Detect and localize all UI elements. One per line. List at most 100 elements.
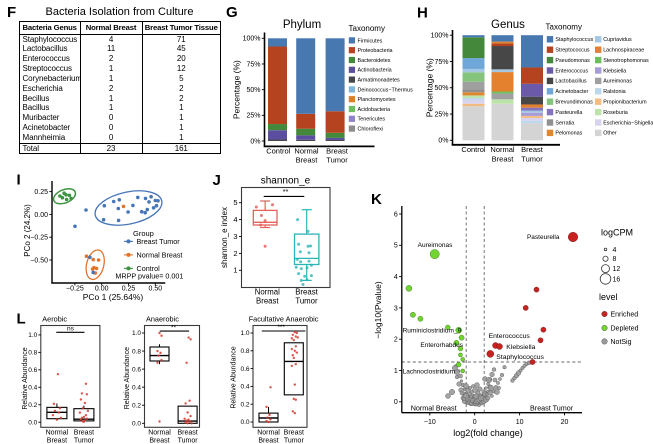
svg-text:I: I [17, 172, 21, 189]
svg-text:Klebsiella: Klebsiella [506, 344, 535, 351]
svg-text:Enriched: Enriched [611, 311, 639, 318]
svg-text:12: 12 [613, 266, 621, 273]
svg-text:Tumor: Tumor [284, 437, 305, 444]
svg-text:Normal: Normal [294, 147, 319, 156]
svg-text:Breast Tumor: Breast Tumor [530, 404, 574, 413]
svg-text:5: 5 [233, 198, 237, 207]
svg-text:0: 0 [473, 419, 477, 426]
svg-text:0.25: 0.25 [122, 286, 136, 293]
svg-text:0.25: 0.25 [34, 189, 48, 196]
svg-text:Propionibacterium: Propionibacterium [603, 100, 647, 106]
svg-text:0.2: 0.2 [132, 402, 141, 409]
svg-text:Breast: Breast [177, 429, 197, 436]
svg-text:Pseudomonas: Pseudomonas [555, 58, 590, 64]
svg-text:**: ** [171, 324, 177, 331]
svg-text:Breast: Breast [296, 156, 319, 165]
svg-text:Serratia: Serratia [555, 120, 574, 126]
svg-text:Lactobacillus: Lactobacillus [555, 79, 586, 85]
svg-text:0%: 0% [250, 138, 260, 145]
svg-text:0%: 0% [438, 138, 448, 145]
svg-text:Enterorhabdus: Enterorhabdus [420, 342, 463, 349]
svg-text:1.0: 1.0 [28, 332, 37, 339]
svg-text:H: H [417, 5, 428, 22]
svg-text:Relative Abundance: Relative Abundance [231, 346, 238, 408]
svg-text:Depleted: Depleted [611, 325, 639, 332]
svg-text:Taxonomy: Taxonomy [349, 24, 385, 33]
svg-text:Tumor: Tumor [74, 437, 95, 444]
svg-text:Armatimonadetes: Armatimonadetes [358, 78, 401, 84]
svg-text:log2(fold change): log2(fold change) [453, 428, 523, 438]
svg-text:Pasteurella: Pasteurella [555, 110, 582, 116]
svg-text:level: level [599, 292, 618, 302]
svg-text:Breast: Breast [256, 296, 279, 305]
svg-text:Ralstonia: Ralstonia [603, 89, 625, 95]
svg-text:Breast: Breast [492, 155, 515, 164]
svg-text:0.8: 0.8 [132, 348, 141, 355]
svg-text:4: 4 [394, 274, 398, 281]
svg-text:0.4: 0.4 [240, 384, 249, 391]
svg-text:0.4: 0.4 [28, 384, 37, 391]
svg-text:Relative Abundance: Relative Abundance [22, 347, 29, 409]
svg-text:0.50: 0.50 [148, 286, 162, 293]
svg-text:Percentage (%): Percentage (%) [232, 60, 242, 119]
svg-text:Group: Group [133, 229, 154, 238]
svg-text:Actinobacteria: Actinobacteria [358, 68, 392, 74]
svg-text:Taxonomy: Taxonomy [546, 23, 582, 32]
svg-text:Phylum: Phylum [283, 19, 321, 31]
svg-text:Streptococcus: Streptococcus [555, 48, 589, 54]
svg-text:Aureimonas: Aureimonas [603, 79, 632, 85]
svg-text:Genus: Genus [491, 19, 525, 31]
svg-text:10: 10 [516, 419, 524, 426]
svg-text:0.00: 0.00 [34, 212, 48, 219]
svg-text:0.2: 0.2 [240, 401, 249, 408]
svg-text:Anaerobic: Anaerobic [146, 314, 179, 323]
svg-text:Chloroflexi: Chloroflexi [358, 127, 383, 133]
svg-text:0.6: 0.6 [132, 366, 141, 373]
svg-text:Breast: Breast [149, 437, 169, 444]
svg-text:Tumor: Tumor [326, 156, 348, 165]
svg-text:Normal Breast: Normal Breast [137, 250, 183, 259]
svg-text:L: L [17, 311, 26, 328]
svg-text:50%: 50% [246, 87, 260, 94]
svg-text:0.8: 0.8 [240, 348, 249, 355]
svg-text:75%: 75% [246, 61, 260, 68]
svg-text:Enterococcus: Enterococcus [555, 68, 588, 74]
svg-text:Stenotrophomonas: Stenotrophomonas [603, 58, 649, 64]
svg-text:Tenericutes: Tenericutes [358, 117, 386, 123]
svg-text:Roseburia: Roseburia [603, 110, 628, 116]
svg-text:Percentage (%): Percentage (%) [425, 58, 435, 117]
svg-text:6: 6 [394, 211, 398, 218]
svg-text:Relative Abundance: Relative Abundance [124, 347, 131, 409]
svg-text:Pelomonas: Pelomonas [555, 131, 582, 137]
svg-text:Lachnoclostridium: Lachnoclostridium [403, 369, 455, 376]
svg-text:25%: 25% [246, 113, 260, 120]
svg-text:Enterococcus: Enterococcus [489, 333, 531, 340]
svg-text:Facultative Anaerobic: Facultative Anaerobic [249, 314, 319, 323]
svg-text:shannon_e index: shannon_e index [220, 207, 229, 268]
svg-text:Tumor: Tumor [521, 155, 543, 164]
svg-text:logCPM: logCPM [601, 228, 633, 238]
svg-text:0.6: 0.6 [240, 366, 249, 373]
svg-text:0.6: 0.6 [28, 367, 37, 374]
svg-text:−10: −10 [424, 419, 436, 426]
svg-text:Breast: Breast [521, 145, 544, 154]
svg-text:8: 8 [613, 256, 617, 263]
svg-text:Breast: Breast [74, 429, 94, 436]
svg-text:Pasteurella: Pasteurella [527, 234, 560, 241]
svg-text:Aureimonas: Aureimonas [418, 242, 453, 249]
svg-text:16: 16 [613, 276, 621, 283]
svg-text:ns: ns [67, 326, 75, 333]
svg-text:shannon_e: shannon_e [261, 176, 311, 187]
svg-text:F: F [7, 4, 16, 21]
svg-text:Normal: Normal [255, 288, 280, 297]
svg-text:100%: 100% [431, 33, 449, 40]
svg-text:Normal: Normal [46, 429, 69, 436]
svg-text:Breast: Breast [258, 437, 278, 444]
svg-text:Acidobacteria: Acidobacteria [358, 107, 391, 113]
svg-text:50%: 50% [434, 85, 448, 92]
svg-text:NotSig: NotSig [611, 339, 632, 346]
svg-text:1.0: 1.0 [132, 330, 141, 337]
svg-text:***: *** [277, 324, 285, 331]
svg-text:0.00: 0.00 [95, 286, 109, 293]
svg-text:2: 2 [233, 249, 237, 258]
